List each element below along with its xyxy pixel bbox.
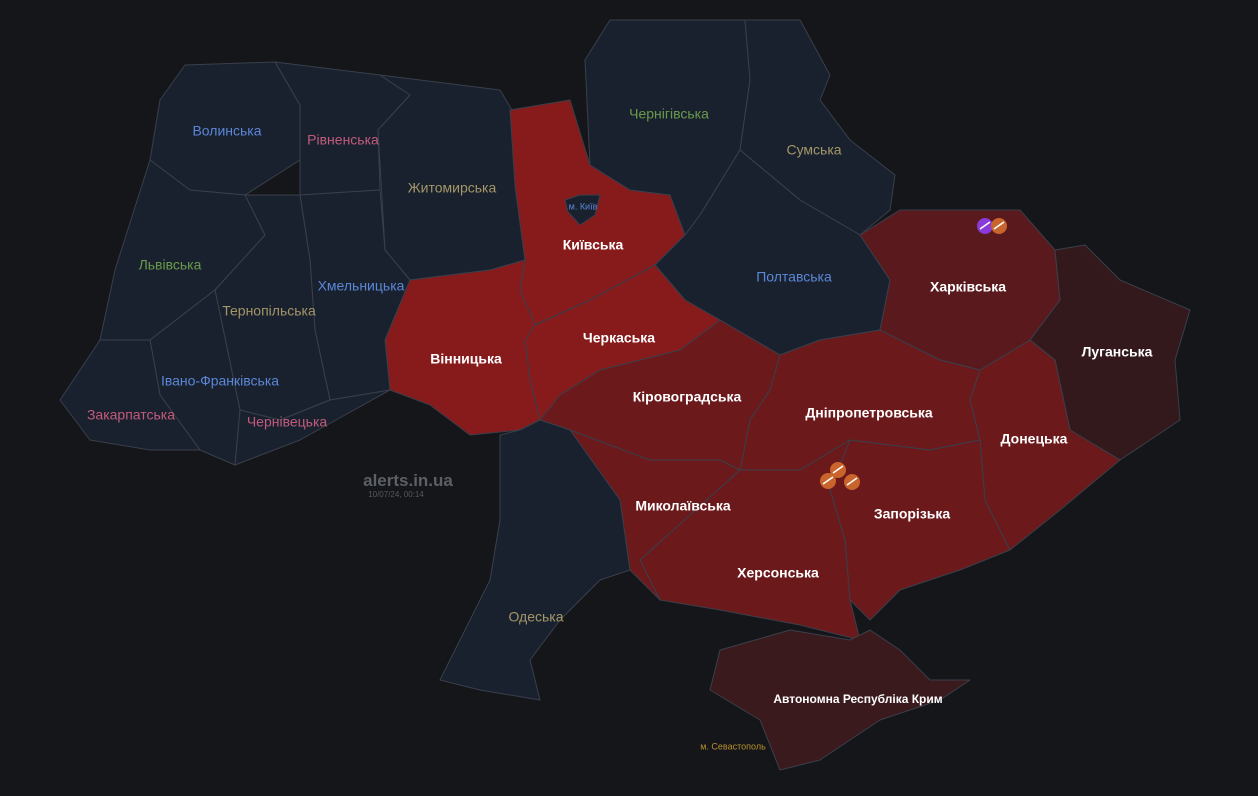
region-label-ivano-frankivsk: Івано-Франківська [161, 373, 279, 389]
region-label-chernihiv: Чернігівська [629, 106, 709, 122]
region-label-odesa: Одеська [508, 609, 563, 625]
region-label-ternopil: Тернопільська [222, 303, 316, 319]
region-label-lviv: Львівська [139, 257, 202, 273]
artillery-icon-glyph [993, 221, 1005, 230]
region-luhansk[interactable] [1029, 244, 1191, 461]
region-label-sumy: Сумська [786, 142, 841, 158]
region-kyiv-city[interactable] [564, 194, 601, 226]
region-kherson[interactable] [639, 439, 861, 641]
region-label-zaporizhzhia: Запорізька [874, 506, 951, 522]
watermark-datetime: 10/07/24, 00:14 [368, 490, 424, 499]
region-chernivtsi[interactable] [234, 389, 391, 466]
region-label-kirovohrad: Кіровоградська [633, 389, 742, 405]
region-label-donetsk: Донецька [1001, 431, 1068, 447]
region-label-crimea: Автономна Республіка Крим [773, 692, 942, 706]
region-label-kyiv-city: м. Київ [569, 201, 598, 211]
region-label-zhytomyr: Житомирська [408, 180, 497, 196]
artillery-icon-glyph [832, 465, 844, 474]
region-zhytomyr[interactable] [377, 74, 526, 281]
region-odesa[interactable] [439, 419, 631, 701]
region-label-sevastopol: м. Севастополь [700, 741, 766, 751]
region-label-luhansk: Луганська [1082, 344, 1153, 360]
region-sumy[interactable] [739, 19, 896, 236]
region-label-cherkasy: Черкаська [583, 330, 655, 346]
region-vinnytsia[interactable] [384, 259, 541, 436]
region-label-volyn: Волинська [192, 123, 261, 139]
region-label-dnipro: Дніпропетровська [805, 405, 933, 421]
region-label-khmelnytskyi: Хмельницька [318, 278, 405, 294]
region-label-chernivtsi: Чернівецька [247, 414, 328, 430]
region-label-kharkiv: Харківська [930, 279, 1006, 295]
region-label-kherson: Херсонська [737, 565, 819, 581]
small-arms-icon-glyph [979, 221, 991, 230]
region-label-kyivska: Київська [563, 237, 624, 253]
region-label-vinnytsia: Вінницька [430, 351, 502, 367]
region-label-zakarpattia: Закарпатська [87, 407, 175, 423]
region-crimea[interactable] [709, 629, 971, 771]
artillery-icon-glyph [822, 476, 834, 485]
region-label-rivne: Рівненська [307, 132, 379, 148]
region-label-mykolaiv: Миколаївська [635, 498, 731, 514]
artillery-icon-glyph [846, 477, 858, 486]
region-zakarpattia[interactable] [59, 339, 201, 451]
watermark-site: alerts.in.ua [363, 471, 453, 490]
region-label-poltava: Полтавська [756, 269, 832, 285]
